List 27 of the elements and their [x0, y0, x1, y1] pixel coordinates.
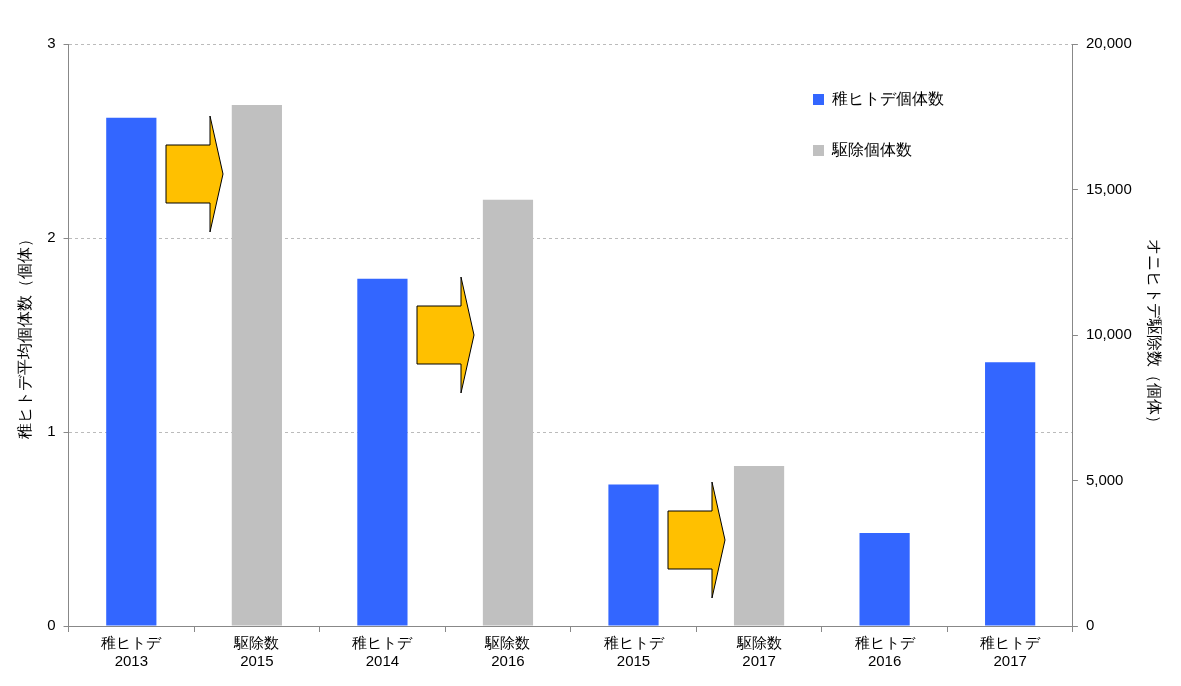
x-tick-label: 駆除数 2017	[735, 634, 782, 670]
y-tick-label: 2	[47, 228, 56, 246]
legend-label: 駆除個体数	[831, 140, 912, 160]
y2-tick-label: 0	[1085, 616, 1095, 634]
bar	[357, 278, 408, 626]
y-tick-label: 1	[47, 422, 56, 440]
bar	[608, 484, 659, 626]
bar	[985, 362, 1036, 626]
x-tick-label: 駆除数 2016	[484, 634, 531, 670]
legend-label: 稚ヒトデ個体数	[831, 89, 944, 109]
y-tick-label: 0	[47, 616, 56, 634]
x-tick-label: 駆除数 2015	[233, 634, 280, 670]
bar	[859, 532, 910, 626]
y2-tick-label: 10,000	[1085, 325, 1132, 343]
y2-axis-title: オニヒトデ駆除数（個体）	[1145, 239, 1163, 431]
y-tick-label: 3	[47, 34, 56, 52]
x-tick-label: 稚ヒトデ 2014	[352, 634, 414, 670]
x-tick-label: 稚ヒトデ 2017	[980, 634, 1042, 670]
bar	[733, 465, 785, 626]
y2-tick-label: 15,000	[1085, 179, 1132, 197]
x-tick-label: 稚ヒトデ 2013	[101, 634, 163, 670]
y2-tick-label: 5,000	[1085, 470, 1124, 488]
bar	[106, 117, 157, 626]
x-tick-label: 稚ヒトデ 2016	[854, 634, 916, 670]
y-axis-title: 稚ヒトデ平均個体数（個体）	[16, 231, 34, 439]
y2-tick-label: 20,000	[1085, 34, 1132, 52]
x-tick-label: 稚ヒトデ 2015	[603, 634, 665, 670]
